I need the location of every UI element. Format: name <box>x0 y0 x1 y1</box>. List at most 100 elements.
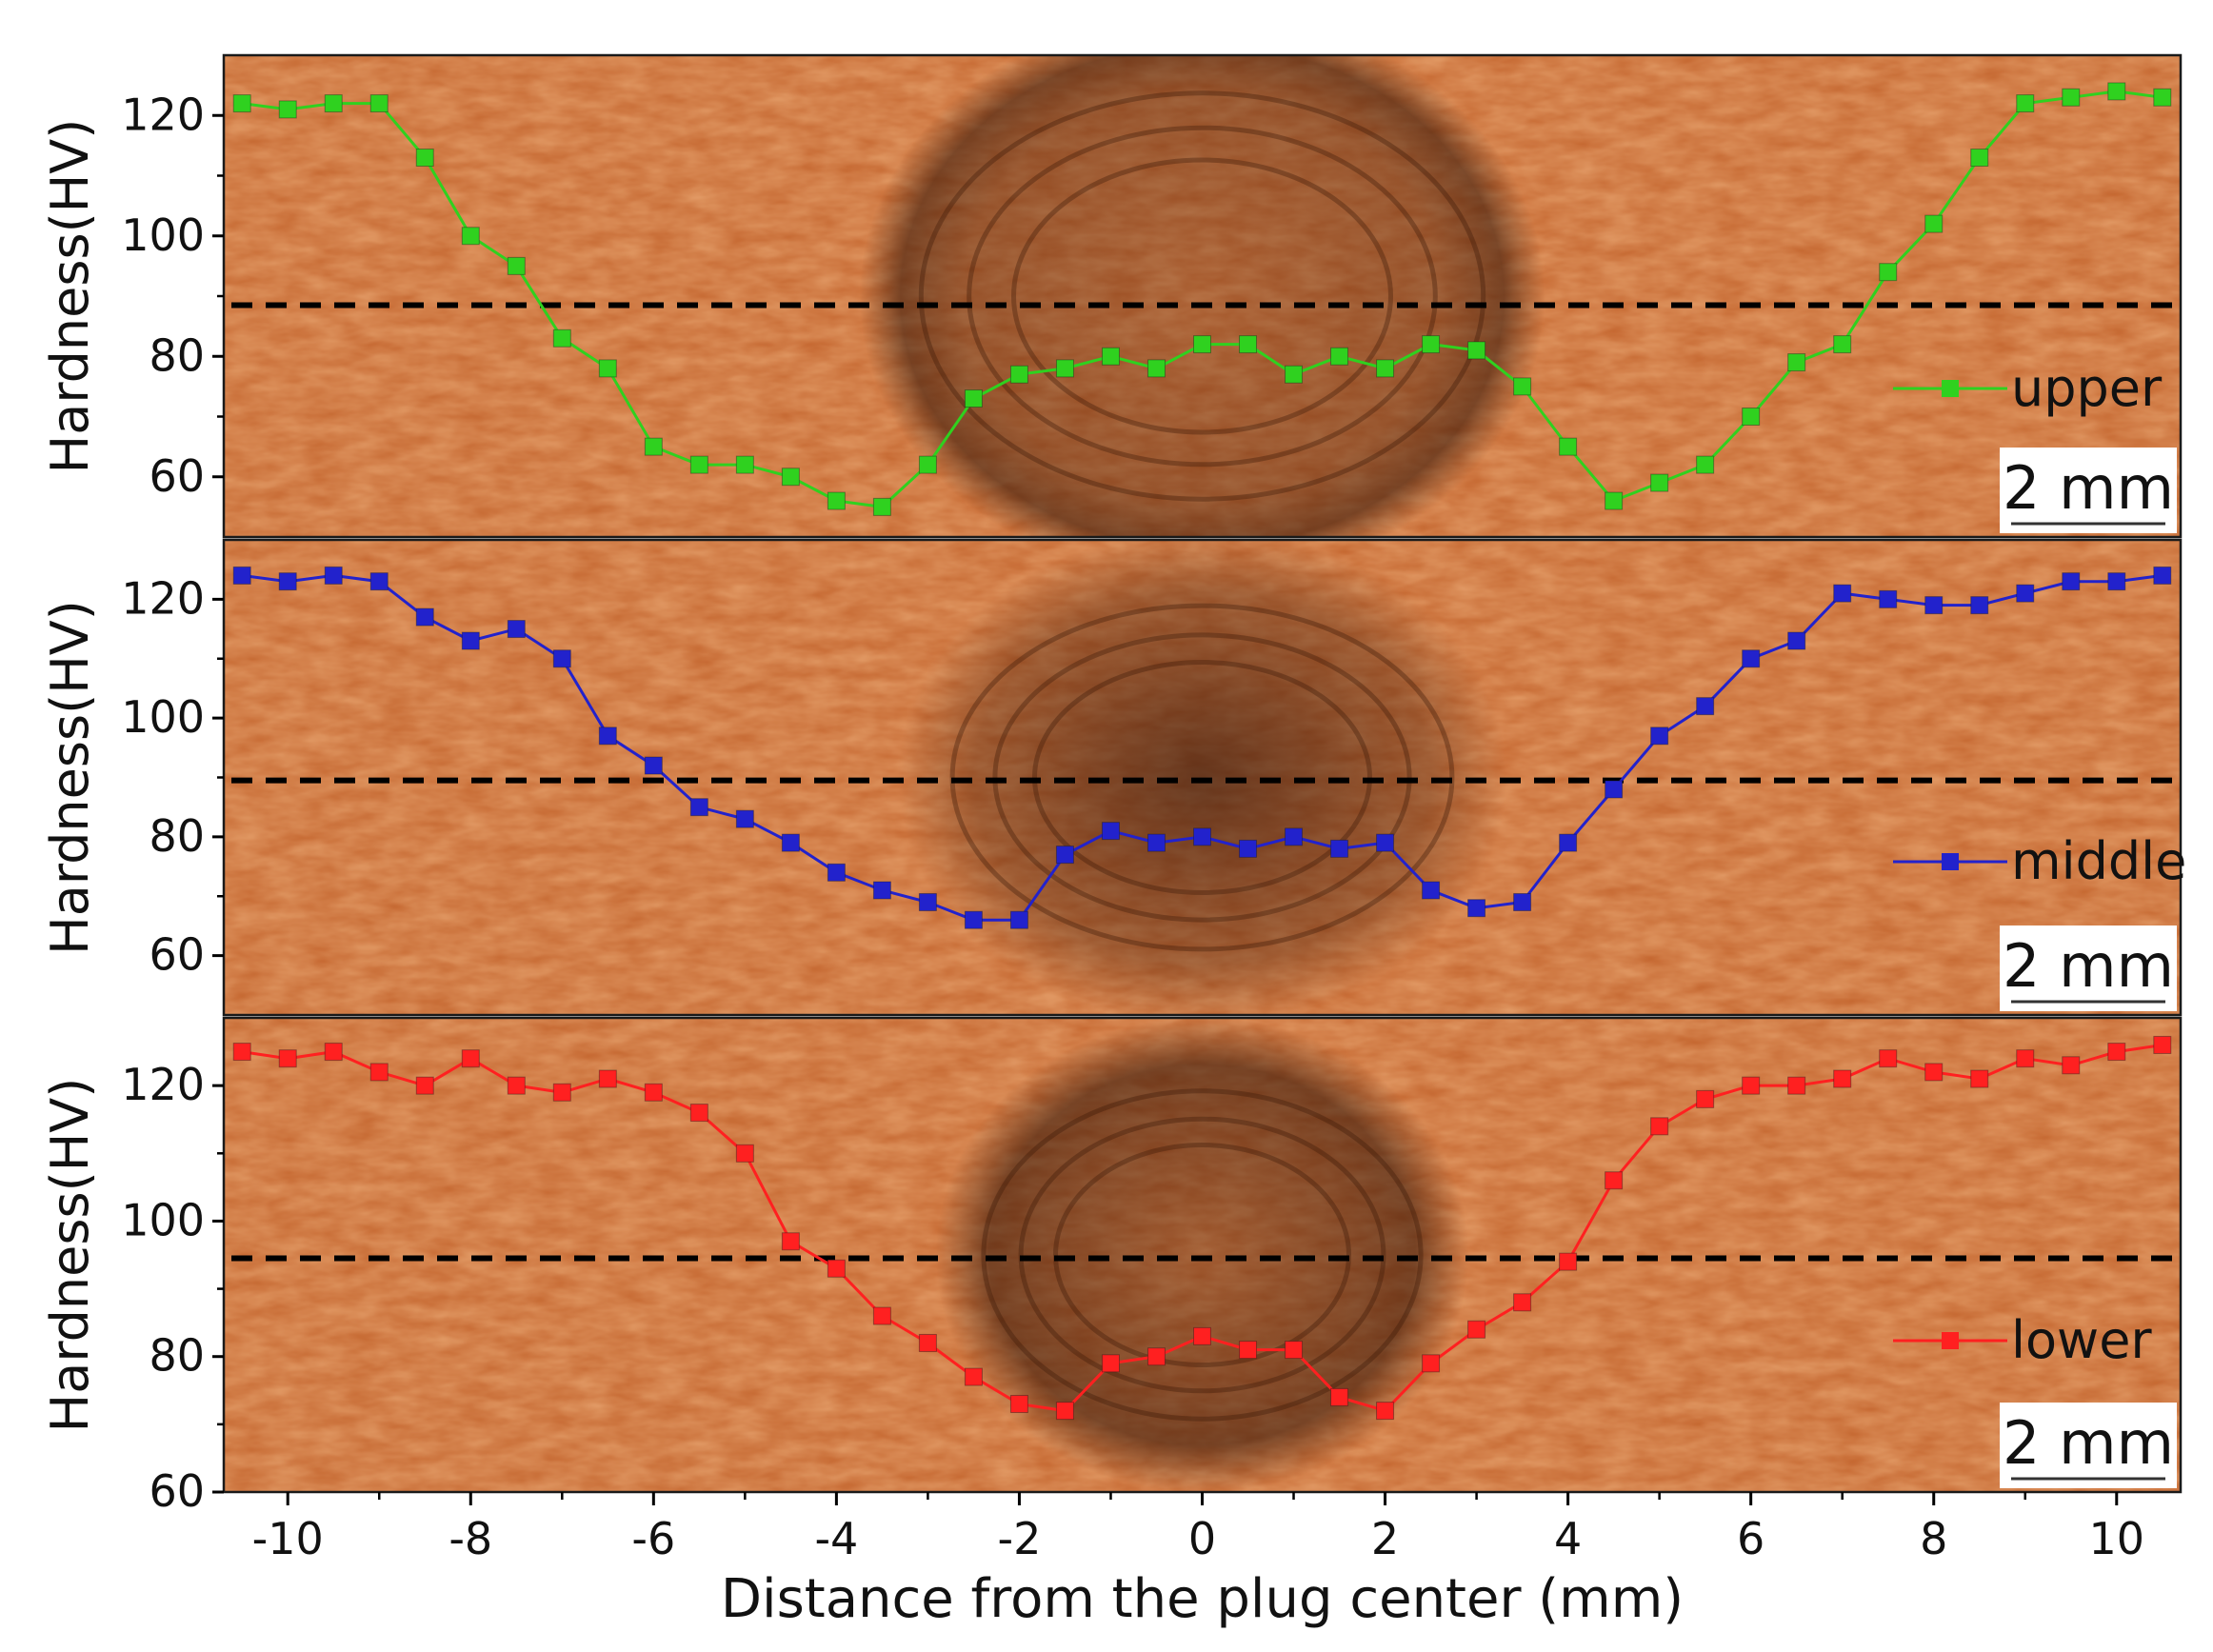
data-point <box>2153 88 2172 107</box>
legend-lower: lower <box>1893 1310 2152 1370</box>
plug-ring <box>992 632 1412 923</box>
x-tick-label: 0 <box>1188 1513 1216 1564</box>
y-axis-label: Hardness(HV) <box>40 1078 100 1433</box>
data-point <box>1467 899 1486 918</box>
data-point <box>2062 1056 2081 1075</box>
legend-upper: upper <box>1893 358 2163 418</box>
data-point <box>1559 1252 1578 1271</box>
scale-bar: 2 mm <box>2000 1403 2177 1488</box>
data-point <box>369 1063 389 1082</box>
plug-ring <box>1032 660 1372 895</box>
data-point <box>1239 839 1258 858</box>
data-point <box>735 809 754 828</box>
plug-ring <box>967 125 1438 468</box>
x-tick-label: -6 <box>631 1513 675 1564</box>
data-point <box>827 1259 846 1278</box>
data-point <box>507 620 526 639</box>
data-point <box>232 94 251 113</box>
data-point <box>1467 341 1486 360</box>
data-point <box>644 756 663 775</box>
data-point <box>1970 1069 1989 1088</box>
data-point <box>1009 910 1028 929</box>
data-point <box>507 1076 526 1095</box>
data-point <box>598 726 617 746</box>
data-point <box>1970 596 1989 615</box>
data-point <box>1513 377 1532 396</box>
data-point <box>1193 335 1211 354</box>
data-point <box>964 389 983 408</box>
data-point <box>827 863 846 882</box>
data-point <box>781 1232 800 1251</box>
data-point <box>1376 1402 1395 1421</box>
plug-ring <box>949 603 1455 952</box>
data-point <box>1605 491 1624 510</box>
y-tick-label: 60 <box>149 450 205 502</box>
panel-middle: 60 80 100 120 Hardness(HV) middle 2 mm <box>40 538 2186 1017</box>
data-point <box>1330 1387 1349 1406</box>
data-point <box>1055 846 1074 865</box>
data-point <box>1101 822 1120 841</box>
y-axis: 60 80 100 120 Hardness(HV) <box>40 572 224 981</box>
data-point <box>1146 1347 1166 1366</box>
data-point <box>1742 649 1761 668</box>
data-point <box>1650 1117 1669 1136</box>
data-point <box>781 468 800 487</box>
y-tick-label: 100 <box>121 1194 205 1245</box>
data-point <box>1101 1354 1120 1373</box>
data-point <box>1376 359 1395 378</box>
scale-bar-box <box>2000 448 2177 533</box>
data-point <box>1833 335 1852 354</box>
data-point <box>1605 1171 1624 1190</box>
data-point <box>1422 1354 1441 1373</box>
micrograph-background <box>224 55 2181 537</box>
data-point <box>1055 1402 1074 1421</box>
data-point <box>1101 347 1120 366</box>
y-tick-label: 100 <box>121 691 205 743</box>
data-point <box>324 94 343 113</box>
y-tick-label: 100 <box>121 209 205 261</box>
data-point <box>1650 726 1669 746</box>
y-tick-label: 120 <box>121 89 205 140</box>
panel-lower: 60 80 100 120 Hardness(HV) lower 2 mm <box>40 1016 2183 1517</box>
x-tick-label: -10 <box>252 1513 324 1564</box>
data-point <box>369 94 389 113</box>
data-point <box>1696 697 1715 716</box>
data-point <box>1146 359 1166 378</box>
scale-bar-label: 2 mm <box>2003 931 2174 1001</box>
data-point <box>1239 335 1258 354</box>
plug-region <box>897 540 1507 1015</box>
data-point <box>461 631 480 650</box>
series-markers-middle <box>232 566 2172 929</box>
data-point <box>1924 214 1944 233</box>
x-tick-label: 2 <box>1371 1513 1399 1564</box>
data-point <box>1009 1395 1028 1414</box>
x-tick-label: 4 <box>1554 1513 1582 1564</box>
plug-ring <box>1018 1116 1386 1394</box>
scale-bar-label: 2 mm <box>2003 453 2174 523</box>
data-point <box>1285 1341 1304 1360</box>
plug-region <box>935 1018 1469 1492</box>
data-point <box>2107 1043 2126 1062</box>
plug-ring <box>918 90 1486 502</box>
data-point <box>918 455 937 474</box>
data-point <box>689 798 708 817</box>
data-point <box>1879 1049 1898 1068</box>
scale-bar: 2 mm <box>2000 448 2177 533</box>
data-point <box>2153 566 2172 585</box>
data-point <box>1833 1069 1852 1088</box>
data-point <box>1879 589 1898 608</box>
data-point <box>827 491 846 510</box>
plug-ring <box>1053 1143 1351 1367</box>
data-point <box>964 1367 983 1386</box>
data-point <box>507 256 526 275</box>
data-point <box>2016 584 2035 603</box>
data-point <box>1285 827 1304 846</box>
y-tick-label: 60 <box>149 1465 205 1517</box>
data-point <box>1193 1326 1211 1345</box>
data-point <box>872 497 891 516</box>
y-tick-label: 80 <box>149 329 205 381</box>
y-axis-label: Hardness(HV) <box>40 119 100 474</box>
legend-label: lower <box>2011 1310 2152 1370</box>
data-point <box>2062 88 2081 107</box>
